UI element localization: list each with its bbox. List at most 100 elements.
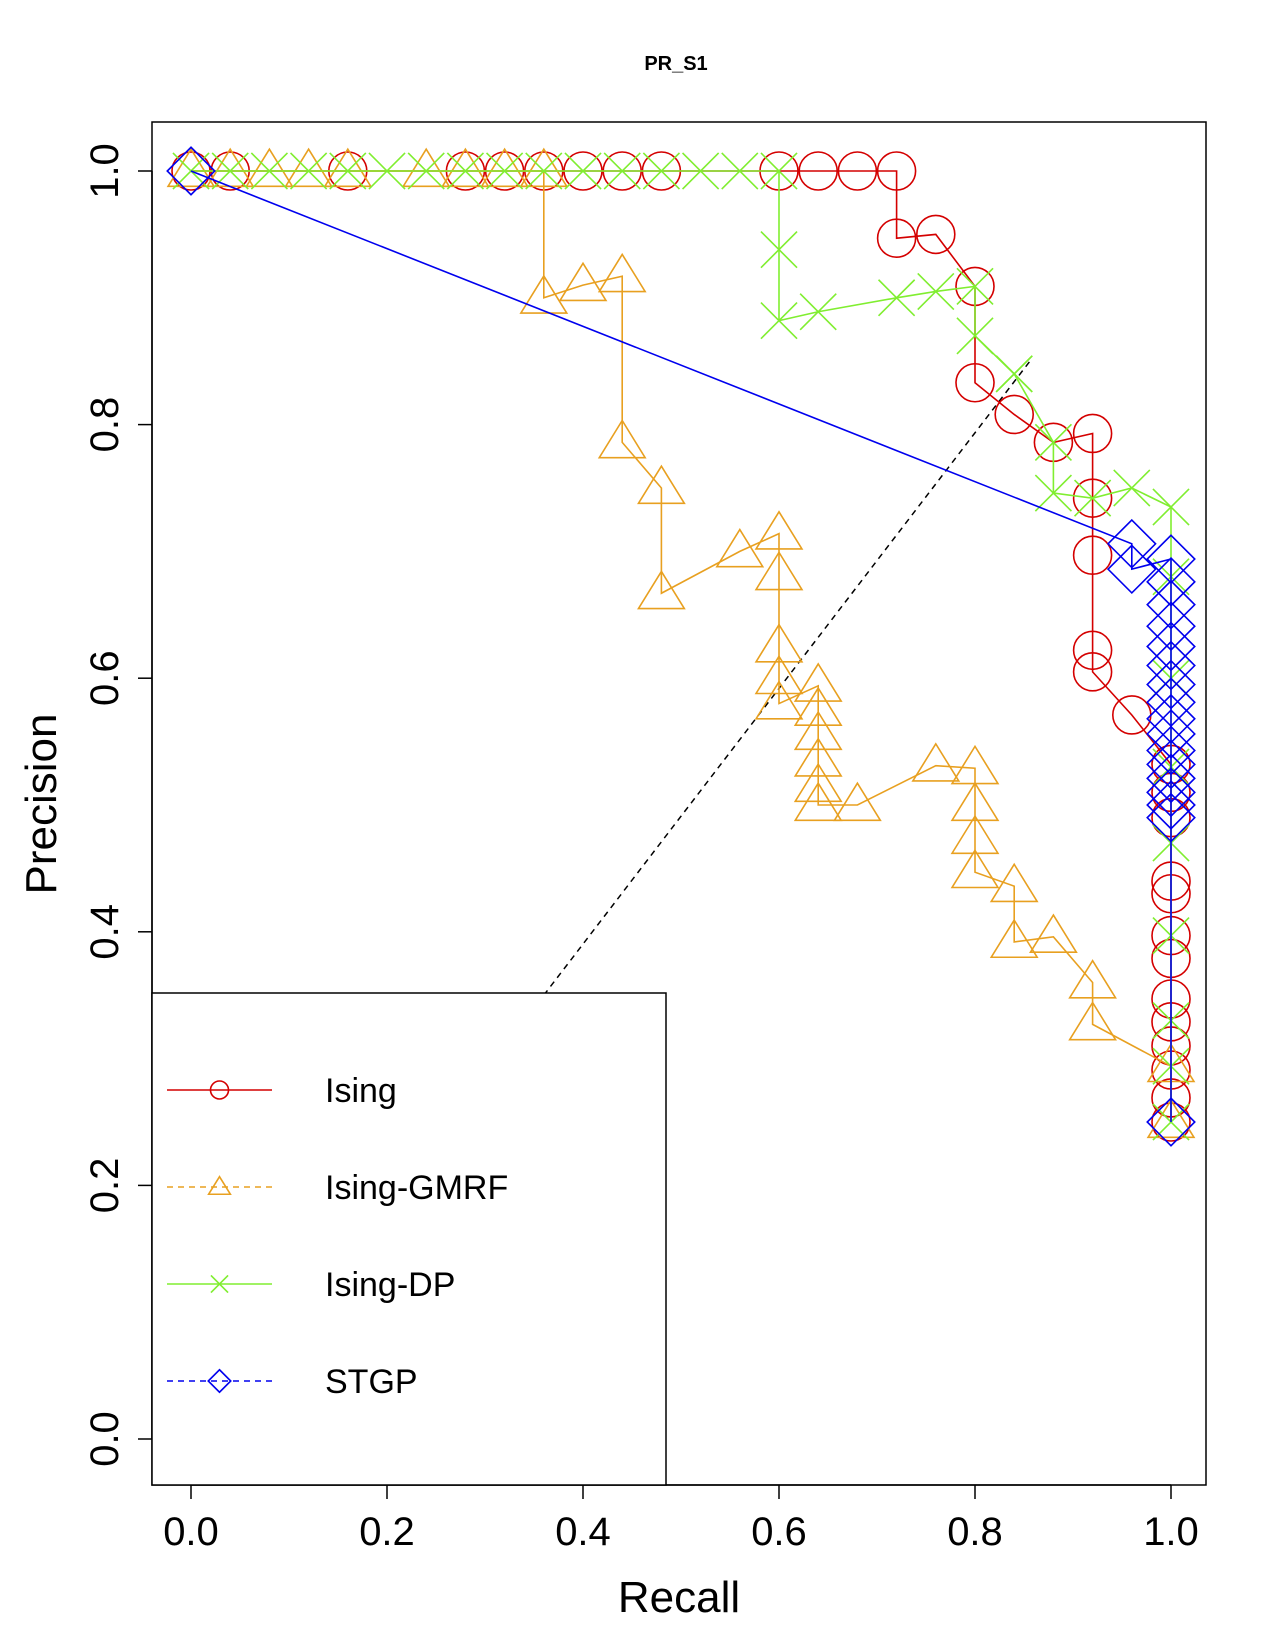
data-point-stgp [1146,792,1196,843]
data-point-ising-dp [995,355,1033,393]
legend-item-ising-gmrf: Ising-GMRF [167,1169,508,1207]
data-point-ising-gmrf [754,654,804,695]
data-point-stgp [1146,709,1196,759]
data-point-ising-gmrf [323,147,373,188]
data-point-ising-gmrf [754,680,804,720]
data-point-ising-gmrf [441,147,490,188]
data-point-ising-gmrf [519,274,569,314]
data-point-ising-dp [760,302,798,340]
series-line-stgp [190,170,1172,1122]
data-point-ising-gmrf [754,550,804,591]
data-point-ising [1072,652,1113,692]
y-tick-label: 0.4 [83,904,127,960]
data-point-ising-gmrf [637,464,686,505]
data-point-ising-dp [760,231,798,269]
data-point-ising-gmrf [793,762,843,803]
data-point-ising-gmrf [911,742,961,782]
data-point-ising [837,151,878,191]
data-point-ising-gmrf [793,737,843,777]
data-point-ising-dp [1034,423,1073,461]
legend-box [151,992,667,1486]
data-point-ising-dp [1073,479,1112,517]
y-tick-label: 0.6 [83,650,127,706]
data-point-ising-dp [289,152,328,190]
legend-items: Ising Ising-GMRF Ising-DP STGP [167,1072,508,1401]
data-point-ising-gmrf [950,781,1000,822]
data-point-stgp [1146,601,1196,652]
data-point-ising-gmrf [558,261,608,302]
data-point-stgp [1146,780,1196,830]
data-point-ising-gmrf [950,848,1000,889]
series-layer [166,146,1196,1147]
y-tick-label: 1.0 [83,143,127,199]
data-point-stgp [166,146,216,196]
data-point-ising-dp [485,152,524,190]
data-point-ising-gmrf [793,662,843,702]
data-point-stgp [1106,544,1157,595]
data-point-ising-gmrf [480,147,529,188]
data-point-ising-gmrf [1068,959,1117,999]
data-point-stgp [1146,621,1196,672]
data-point-ising-dp [956,267,994,306]
data-point-ising-dp [368,152,406,190]
data-point-stgp [1146,659,1196,710]
data-point-ising-gmrf [833,781,882,822]
x-tick-label: 1.0 [1143,1510,1199,1554]
x-tick-label: 0.8 [947,1510,1003,1554]
data-point-ising-dp [956,317,994,355]
series-stgp [166,146,1196,1147]
data-point-ising-gmrf [989,918,1039,959]
legend-item-ising: Ising [167,1072,397,1110]
data-point-ising-dp [250,152,289,190]
legend-item-ising-dp: Ising-DP [167,1266,455,1304]
data-point-ising-gmrf [754,623,804,663]
legend-label: Ising-GMRF [325,1169,508,1207]
data-point-stgp [1146,693,1196,744]
chart-title: PR_S1 [644,53,707,75]
data-point-ising-dp [603,152,641,190]
y-axis: 0.0 0.2 0.4 0.6 0.8 1.0 [83,143,153,1467]
legend-label: STGP [325,1363,418,1401]
data-point-ising [1072,535,1113,576]
x-tick-label: 0.0 [163,1510,219,1554]
data-point-ising-dp [877,279,916,317]
data-point-ising-gmrf [754,510,804,550]
data-point-ising-gmrf [597,252,647,293]
data-point-stgp [1146,556,1196,607]
data-point-ising [994,394,1035,435]
data-point-ising-dp [642,152,681,190]
data-point-ising-gmrf [989,862,1039,903]
data-point-ising-dp [799,293,837,331]
x-tick-label: 0.2 [359,1510,415,1554]
data-point-ising [915,214,956,255]
data-point-stgp [1146,640,1196,691]
data-point-stgp [1146,534,1196,584]
legend: Ising Ising-GMRF Ising-DP STGP [151,992,667,1486]
data-point-ising-gmrf [793,781,843,822]
data-point-ising-gmrf [715,528,765,568]
data-point-ising-dp [681,152,720,190]
legend-marker-ising-icon [209,1080,230,1100]
data-point-ising-gmrf [1029,913,1078,953]
y-axis-label: Precision [17,714,66,895]
data-point-stgp [1146,579,1196,630]
x-axis: 0.0 0.2 0.4 0.6 0.8 1.0 [163,1484,1199,1554]
data-point-stgp [1106,518,1157,569]
data-point-ising-dp [1152,488,1190,526]
data-point-ising [1072,630,1113,671]
data-point-ising-dp [721,152,759,190]
data-point-ising-gmrf [793,710,843,751]
data-point-ising [798,151,839,191]
data-point-ising-gmrf [284,147,333,188]
data-point-ising-gmrf [950,814,1000,855]
legend-marker-ising-dp-icon [210,1274,229,1294]
data-point-stgp [1146,767,1196,818]
data-point-ising-dp [564,152,602,190]
data-point-ising-gmrf [401,147,451,188]
data-point-stgp [1146,753,1196,804]
data-point-ising-gmrf [1146,1098,1196,1139]
reference-line [543,360,1031,996]
data-point-ising-dp [329,152,367,190]
legend-marker-ising-gmrf-icon [207,1175,232,1196]
